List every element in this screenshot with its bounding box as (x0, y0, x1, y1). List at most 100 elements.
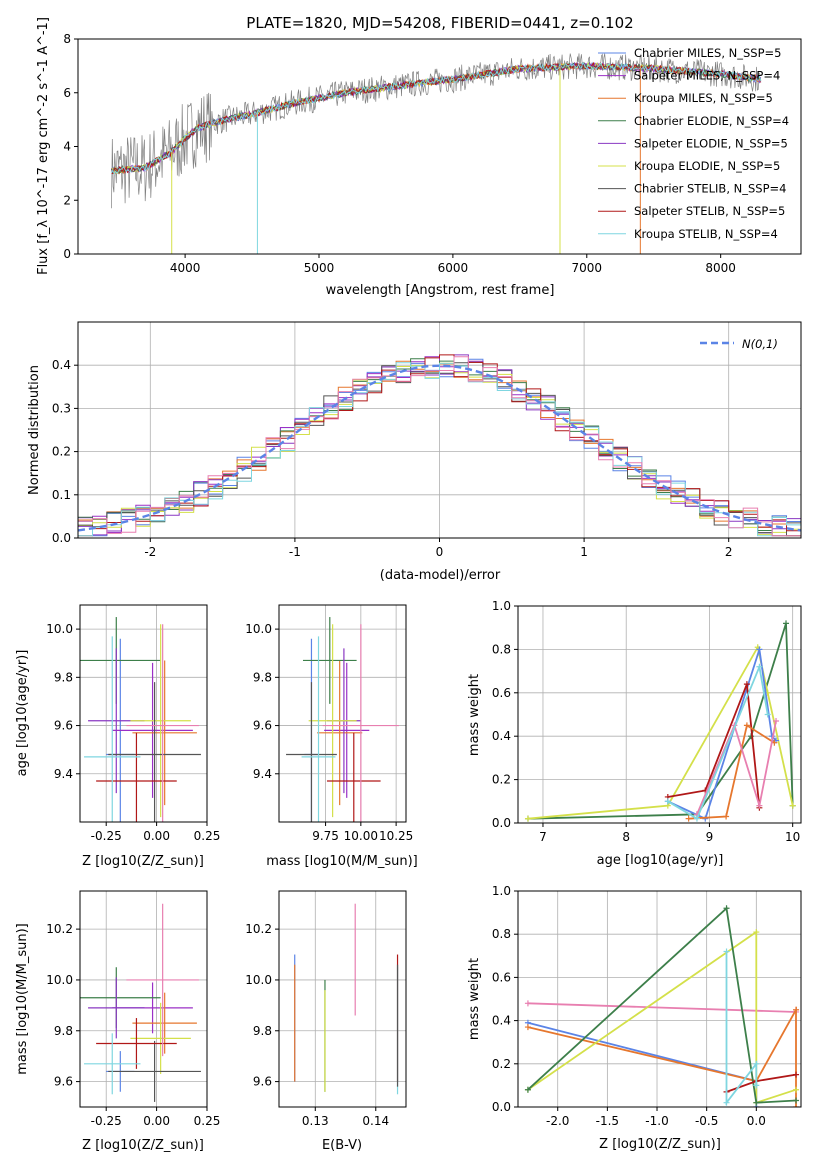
weight-marker (723, 813, 730, 820)
y-tick-label: 0.1 (52, 488, 71, 502)
y-tick-label: 0.6 (492, 686, 511, 700)
y-tick-label: 0.4 (52, 358, 71, 372)
residual-x-label: (data-model)/error (380, 568, 501, 583)
weight-age-x-label: age [log10(age/yr)] (597, 853, 724, 868)
x-tick-label: 0.00 (143, 829, 170, 843)
weight-marker (723, 905, 730, 912)
weight-marker (789, 802, 796, 809)
weight-line (696, 720, 777, 815)
panel-residuals: -2 -1 0 1 2 0.0 0.1 0.2 0.3 0.4 (data-model)/error… (27, 321, 802, 583)
axes-frame (79, 604, 208, 823)
y-tick-label: 10.0 (46, 622, 73, 636)
y-tick-label: 0.0 (52, 531, 71, 545)
panel-age_vs_Z: -0.25 0.00 0.25 9.4 9.6 9.8 10.0 Z [log10(Z/Z_s… (15, 604, 220, 869)
y-tick-label: 0.6 (492, 970, 511, 984)
y-tick-label: 9.6 (253, 1075, 272, 1089)
y-tick-label: 10.2 (245, 922, 272, 936)
x-tick-label: 8000 (705, 261, 736, 275)
weight-marker (773, 718, 780, 725)
weight-marker (524, 1000, 531, 1007)
spectrum-model-line (111, 61, 762, 175)
plot-area (524, 905, 800, 1107)
x-tick-label: 8 (622, 830, 630, 844)
y-tick-label: 9.6 (54, 1075, 73, 1089)
panel-mass_vs_Z: -0.25 0.00 0.25 9.6 9.8 10.0 10.2 Z [log10(Z/Z_… (15, 890, 221, 1153)
weight-marker (524, 1086, 531, 1093)
y-tick-label: 9.4 (253, 767, 272, 781)
panel-weight_vs_age: 7 8 9 10 0.0 0.2 0.4 0.6 0.8 1.0 age [log10(age/yr… (467, 599, 802, 868)
weight-line (688, 723, 775, 820)
panel-spectrum: 4000 5000 6000 7000 8000 0 2 4 6 8 wavelength [Ang… (36, 17, 802, 298)
axes-frame (278, 890, 407, 1108)
x-tick-label: -1 (289, 545, 301, 559)
weight-line (527, 930, 797, 1104)
x-tick-label: -2.0 (546, 1114, 569, 1128)
panel-mass_vs_ebv: 0.13 0.14 9.6 9.8 10.0 10.2 E(B-V) (245, 890, 407, 1153)
y-tick-label: 10.2 (46, 922, 73, 936)
y-tick-label: 0.2 (492, 1057, 511, 1071)
axes-frame (79, 890, 208, 1108)
x-tick-label: 2 (725, 545, 733, 559)
mass-z-y-label: mass [log10(M/M_sun)] (15, 923, 30, 1075)
weight-marker (753, 1099, 760, 1106)
y-tick-label: 0.3 (52, 401, 71, 415)
weight-line (667, 663, 769, 821)
x-tick-label: 6000 (438, 261, 469, 275)
age-z-y-label: age [log10(age/yr)] (15, 650, 30, 777)
x-tick-label: 9.75 (312, 829, 339, 843)
weight-z-y-label: mass weight (467, 958, 482, 1040)
plot-area (78, 354, 801, 537)
weight-marker (756, 663, 763, 670)
weight-marker (723, 948, 730, 955)
plot-area (80, 617, 201, 822)
x-tick-label: 7000 (572, 261, 603, 275)
x-tick-label: -1.5 (596, 1114, 619, 1128)
legend-label: Chabrier ELODIE, N_SSP=4 (634, 114, 789, 128)
legend-label: Chabrier MILES, N_SSP=5 (634, 46, 781, 60)
plot-area (80, 903, 201, 1102)
spectrum-y-label: Flux [f_λ 10^-17 erg cm^-2 s^-1 A^-1] (36, 17, 51, 275)
y-tick-label: 0.8 (492, 927, 511, 941)
legend-label: Chabrier STELIB, N_SSP=4 (634, 182, 786, 196)
weight-marker (753, 1082, 760, 1089)
x-tick-label: -0.25 (91, 1114, 122, 1128)
y-tick-label: 0.0 (492, 1100, 511, 1114)
panels: 4000 5000 6000 7000 8000 0 2 4 6 8 wavelength [Ang… (15, 17, 802, 1153)
weight-marker (524, 1024, 531, 1031)
x-tick-label: 10.00 (344, 829, 378, 843)
y-tick-label: 10.0 (245, 622, 272, 636)
weight-marker (685, 815, 692, 822)
x-tick-label: 10.25 (379, 829, 413, 843)
axes-frame (278, 604, 407, 823)
gaussian-curve (78, 364, 801, 532)
legend-label: Kroupa STELIB, N_SSP=4 (634, 227, 778, 241)
weight-marker (693, 815, 700, 822)
y-tick-label: 9.6 (253, 719, 272, 733)
x-tick-label: -0.5 (695, 1114, 718, 1128)
x-tick-label: -2 (144, 545, 156, 559)
y-tick-label: 10.0 (46, 973, 73, 987)
x-tick-label: 0.0 (747, 1114, 766, 1128)
legend-label: Salpeter ELODIE, N_SSP=5 (634, 136, 788, 150)
y-tick-label: 9.6 (54, 719, 73, 733)
residual-histogram-step (78, 354, 801, 537)
legend-label: Salpeter MILES, N_SSP=4 (634, 69, 780, 83)
mass-ebv-x-label: E(B-V) (322, 1138, 362, 1153)
weight-line (667, 683, 761, 808)
axes-frame (517, 890, 802, 1108)
weight-marker (793, 1097, 800, 1104)
weight-marker (756, 802, 763, 809)
weight-marker (793, 1104, 800, 1107)
x-tick-label: 7 (539, 830, 547, 844)
y-tick-label: 8 (63, 32, 71, 46)
legend-label: N(0,1) (742, 337, 778, 351)
x-tick-label: 1 (580, 545, 588, 559)
weight-marker (793, 1071, 800, 1078)
axes-frame (517, 605, 802, 824)
x-tick-label: 5000 (304, 261, 335, 275)
plot-area (294, 903, 399, 1095)
legend-label: Salpeter STELIB, N_SSP=5 (634, 204, 785, 218)
x-tick-label: 0.25 (194, 1114, 221, 1128)
x-tick-label: -0.25 (91, 829, 122, 843)
